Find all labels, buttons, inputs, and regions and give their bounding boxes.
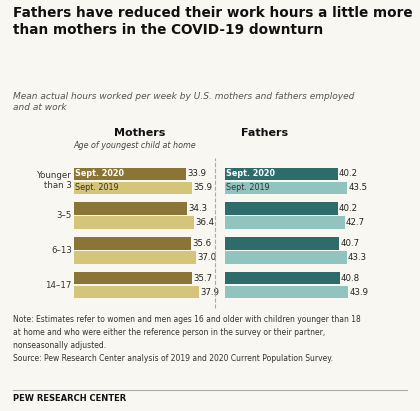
Bar bbox=[225, 251, 346, 263]
Text: Source: Pew Research Center analysis of 2019 and 2020 Current Population Survey.: Source: Pew Research Center analysis of … bbox=[13, 354, 333, 363]
Text: Sept. 2020: Sept. 2020 bbox=[75, 169, 124, 178]
Text: 43.9: 43.9 bbox=[349, 288, 368, 297]
Bar bbox=[74, 251, 196, 263]
Text: 3–5: 3–5 bbox=[56, 211, 72, 220]
Text: 33.9: 33.9 bbox=[187, 169, 206, 178]
Text: 43.3: 43.3 bbox=[348, 253, 367, 262]
Text: at home and who were either the reference person in the survey or their partner,: at home and who were either the referenc… bbox=[13, 328, 325, 337]
Text: 40.2: 40.2 bbox=[339, 204, 358, 213]
Bar bbox=[74, 217, 194, 229]
Bar bbox=[225, 168, 338, 180]
Text: 36.4: 36.4 bbox=[195, 218, 214, 227]
Text: 6–13: 6–13 bbox=[51, 246, 72, 255]
Text: 42.7: 42.7 bbox=[346, 218, 365, 227]
Text: Fathers have reduced their work hours a little more
than mothers in the COVID-19: Fathers have reduced their work hours a … bbox=[13, 6, 412, 37]
Bar bbox=[225, 217, 345, 229]
Bar bbox=[74, 203, 187, 215]
Text: 40.2: 40.2 bbox=[339, 169, 358, 178]
Text: 35.7: 35.7 bbox=[193, 274, 212, 283]
Text: Sept. 2019: Sept. 2019 bbox=[75, 183, 119, 192]
Text: 43.5: 43.5 bbox=[348, 183, 368, 192]
Text: Sept. 2019: Sept. 2019 bbox=[226, 183, 270, 192]
Text: Sept. 2020: Sept. 2020 bbox=[226, 169, 275, 178]
Text: 35.6: 35.6 bbox=[192, 239, 212, 248]
Text: nonseasonally adjusted.: nonseasonally adjusted. bbox=[13, 341, 106, 350]
Bar bbox=[225, 272, 339, 284]
Text: 37.0: 37.0 bbox=[197, 253, 216, 262]
Bar bbox=[225, 203, 338, 215]
Text: Note: Estimates refer to women and men ages 16 and older with children younger t: Note: Estimates refer to women and men a… bbox=[13, 315, 360, 324]
Text: Age of youngest child at home: Age of youngest child at home bbox=[74, 141, 196, 150]
Text: Fathers: Fathers bbox=[241, 129, 288, 139]
Text: 14–17: 14–17 bbox=[45, 281, 72, 290]
Text: 40.8: 40.8 bbox=[341, 274, 360, 283]
Text: Younger
than 3: Younger than 3 bbox=[37, 171, 72, 190]
Text: 34.3: 34.3 bbox=[188, 204, 207, 213]
Text: Mean actual hours worked per week by U.S. mothers and fathers employed
and at wo: Mean actual hours worked per week by U.S… bbox=[13, 92, 354, 112]
Bar bbox=[225, 238, 339, 249]
Bar bbox=[225, 182, 347, 194]
Bar bbox=[74, 286, 199, 298]
Text: 40.7: 40.7 bbox=[340, 239, 360, 248]
Bar bbox=[74, 182, 192, 194]
Text: Mothers: Mothers bbox=[114, 129, 165, 139]
Text: PEW RESEARCH CENTER: PEW RESEARCH CENTER bbox=[13, 394, 126, 403]
Bar bbox=[74, 238, 191, 249]
Text: 35.9: 35.9 bbox=[194, 183, 213, 192]
Bar bbox=[225, 286, 348, 298]
Bar bbox=[74, 272, 192, 284]
Text: 37.9: 37.9 bbox=[200, 288, 219, 297]
Bar bbox=[74, 168, 186, 180]
